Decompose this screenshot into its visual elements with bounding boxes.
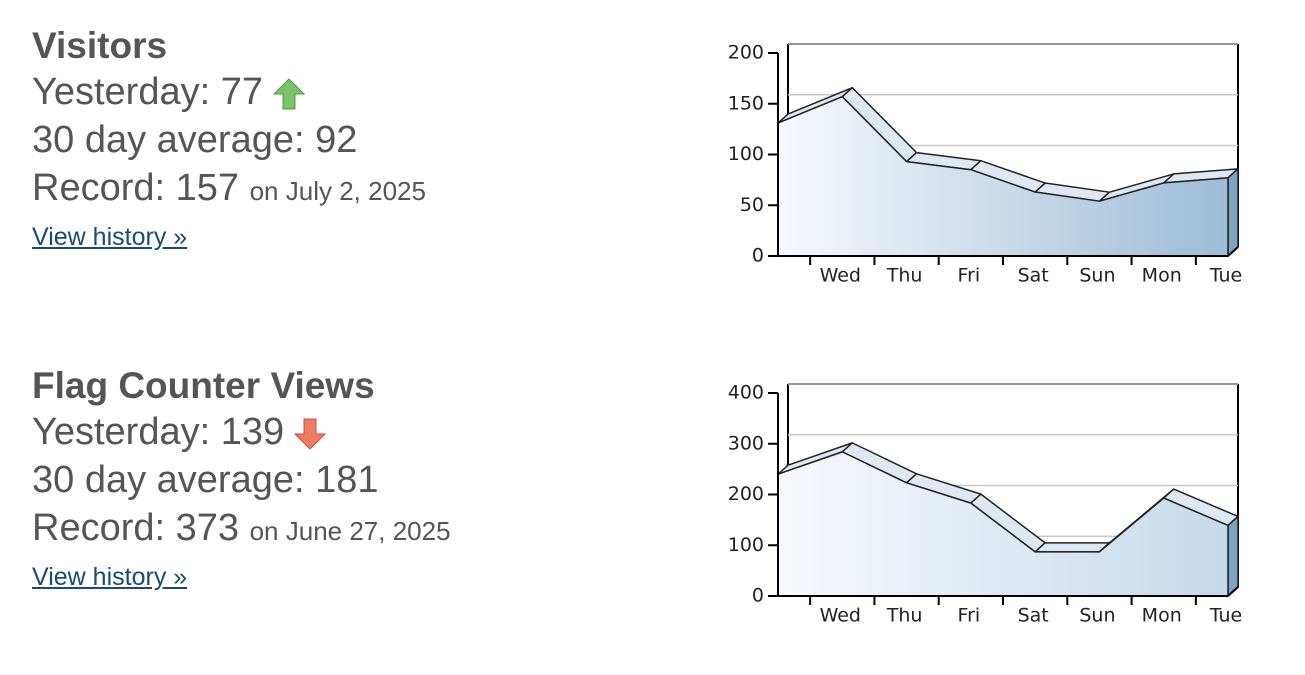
y-tick-label: 0 [752,585,764,607]
x-tick-label: Sat [1018,605,1049,627]
side-face [1227,167,1239,258]
yesterday-line: Yesterday: 77 [32,68,426,116]
side-face [1227,514,1239,598]
yesterday-line: Yesterday: 139 [32,408,451,456]
area [777,451,1229,597]
label: Record: [32,507,166,549]
ribbon-face [1034,542,1111,553]
x-tick-label: Mon [1142,605,1182,627]
average-line: 30 day average: 181 [32,456,451,504]
y-tick-label: 50 [740,194,764,216]
x-tick-label: Wed [820,605,861,627]
record-date: on July 2, 2025 [249,176,426,206]
x-tick-label: Fri [958,265,981,287]
record-line: Record: 373 on June 27, 2025 [32,504,451,555]
value: 373 [175,507,240,549]
x-tick-label: Tue [1209,265,1242,287]
x-tick-label: Sun [1079,605,1115,627]
up-arrow-icon [273,78,306,110]
axis-line [1227,586,1239,597]
x-tick-label: Thu [886,605,923,627]
views-panel: Flag Counter Views Yesterday: 139 30 day… [32,364,451,592]
label: Yesterday: [32,71,211,113]
view-history-link[interactable]: View history » [32,223,188,251]
y-tick-label: 0 [752,245,764,267]
x-tick-label: Sun [1079,265,1115,287]
value: 181 [315,459,379,501]
x-tick-label: Wed [820,265,861,287]
down-arrow-icon [294,418,327,450]
x-tick-label: Sat [1018,265,1049,287]
area [777,95,1229,257]
value: 139 [220,411,285,453]
label: 30 day average: [32,459,305,501]
record-line: Record: 157 on July 2, 2025 [32,164,426,215]
y-tick-label: 100 [728,143,764,165]
y-tick-label: 100 [728,534,764,556]
x-tick-label: Thu [886,265,923,287]
label: Record: [32,167,166,209]
value: 157 [175,167,240,209]
panel-title: Visitors [32,25,168,66]
record-date: on June 27, 2025 [249,516,451,546]
average-line: 30 day average: 92 [32,116,426,164]
x-tick-label: Mon [1142,265,1182,287]
y-tick-label: 150 [728,92,764,114]
label: 30 day average: [32,119,305,161]
view-history-link[interactable]: View history » [32,563,188,591]
visitors-panel: Visitors Yesterday: 77 30 day average: 9… [32,24,426,252]
x-tick-label: Tue [1209,605,1242,627]
y-tick-label: 300 [728,432,764,454]
y-tick-label: 400 [728,382,764,404]
axis-line [1227,246,1239,257]
y-tick-label: 200 [728,483,764,505]
y-tick-label: 200 [728,42,764,64]
x-tick-label: Fri [958,605,981,627]
value: 77 [220,71,264,113]
value: 92 [315,119,358,161]
label: Yesterday: [32,411,211,453]
panel-title: Flag Counter Views [32,365,375,406]
